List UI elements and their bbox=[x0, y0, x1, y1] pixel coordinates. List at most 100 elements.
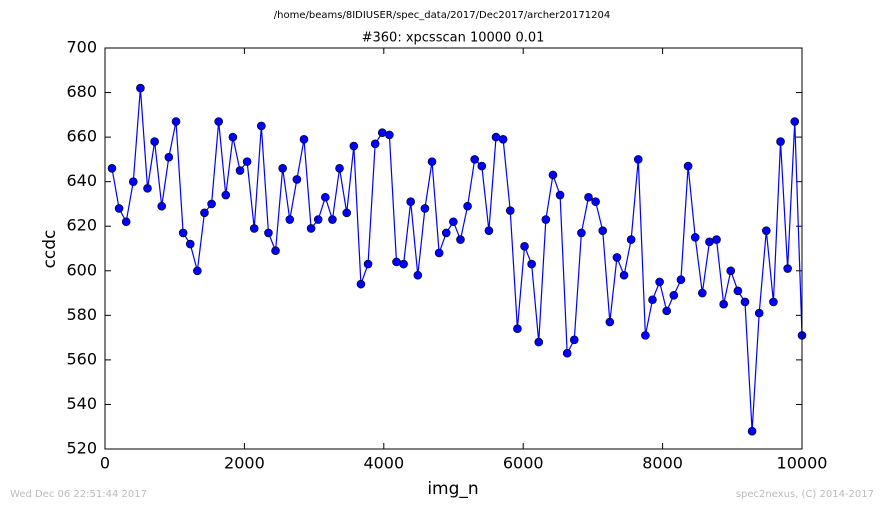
data-point bbox=[584, 192, 593, 202]
data-point bbox=[399, 259, 408, 269]
data-point bbox=[541, 215, 551, 224]
data-point bbox=[321, 192, 330, 202]
data-point bbox=[484, 226, 494, 235]
data-point bbox=[299, 135, 309, 144]
data-point bbox=[271, 246, 280, 256]
data-point bbox=[328, 215, 337, 224]
data-point bbox=[128, 177, 138, 186]
y-tick-label: 680 bbox=[66, 82, 97, 101]
data-point bbox=[306, 224, 316, 233]
data-point bbox=[178, 228, 188, 238]
data-point bbox=[754, 308, 764, 318]
data-point bbox=[655, 277, 664, 287]
data-point bbox=[228, 132, 238, 142]
x-tick-label: 10000 bbox=[777, 454, 828, 473]
data-point bbox=[498, 135, 508, 144]
data-point bbox=[193, 266, 202, 276]
y-tick-label: 580 bbox=[66, 305, 97, 324]
y-tick-label: 620 bbox=[66, 216, 97, 235]
data-point bbox=[698, 288, 707, 298]
data-point bbox=[726, 266, 736, 276]
data-point bbox=[683, 161, 693, 171]
data-point bbox=[349, 141, 359, 151]
data-point bbox=[427, 157, 437, 166]
data-point bbox=[577, 228, 586, 238]
data-point bbox=[264, 228, 273, 238]
data-point bbox=[278, 164, 287, 173]
data-point bbox=[605, 317, 615, 327]
data-point bbox=[356, 279, 366, 289]
data-point bbox=[776, 137, 785, 146]
data-point bbox=[733, 286, 743, 296]
data-point bbox=[477, 161, 487, 171]
data-point bbox=[690, 233, 700, 242]
data-point bbox=[370, 139, 380, 149]
data-point bbox=[313, 215, 323, 224]
data-point bbox=[420, 204, 430, 213]
data-point bbox=[221, 190, 231, 200]
data-point bbox=[406, 197, 416, 207]
data-point bbox=[747, 426, 757, 436]
data-point bbox=[441, 228, 451, 238]
data-point bbox=[200, 208, 209, 218]
data-point bbox=[107, 164, 117, 173]
data-point bbox=[491, 132, 501, 142]
data-point bbox=[520, 241, 529, 251]
data-point bbox=[676, 275, 686, 284]
data-point bbox=[413, 270, 423, 280]
data-point bbox=[114, 204, 124, 213]
footer-right: spec2nexus, (C) 2014-2017 bbox=[736, 489, 874, 500]
data-point bbox=[619, 270, 629, 280]
y-tick-label: 640 bbox=[66, 171, 97, 190]
data-point bbox=[157, 201, 167, 211]
data-point bbox=[434, 248, 444, 258]
data-point bbox=[505, 206, 515, 215]
chart-title: /home/beams/8IDIUSER/spec_data/2017/Dec2… bbox=[274, 10, 610, 21]
data-point bbox=[143, 184, 152, 193]
data-point bbox=[456, 235, 465, 244]
x-tick-label: 4000 bbox=[363, 454, 404, 473]
data-point bbox=[648, 295, 657, 305]
y-tick-label: 700 bbox=[66, 38, 97, 57]
x-tick-label: 8000 bbox=[642, 454, 683, 473]
data-point bbox=[662, 306, 672, 316]
data-point bbox=[548, 170, 558, 180]
y-tick-label: 560 bbox=[66, 349, 97, 368]
data-point bbox=[136, 83, 145, 93]
data-point bbox=[121, 217, 131, 227]
data-point bbox=[249, 224, 259, 233]
data-point bbox=[235, 166, 245, 175]
data-point bbox=[363, 259, 373, 269]
y-tick-label: 600 bbox=[66, 260, 97, 279]
chart-subtitle: #360: xpcsscan 10000 0.01 bbox=[362, 31, 545, 46]
data-point bbox=[392, 257, 401, 267]
data-point bbox=[591, 197, 600, 207]
data-point bbox=[712, 235, 721, 244]
data-point bbox=[214, 117, 223, 126]
data-point bbox=[207, 199, 216, 209]
data-point bbox=[569, 335, 579, 345]
data-point bbox=[513, 324, 522, 334]
data-point bbox=[527, 259, 536, 269]
data-point bbox=[562, 348, 572, 358]
data-point bbox=[626, 235, 636, 244]
data-point bbox=[342, 208, 352, 218]
data-point bbox=[719, 299, 728, 309]
y-tick-label: 540 bbox=[66, 394, 97, 413]
data-point bbox=[385, 130, 394, 140]
data-point bbox=[769, 297, 778, 307]
data-point bbox=[292, 175, 302, 184]
plot-frame bbox=[104, 47, 803, 450]
data-point bbox=[150, 137, 159, 146]
data-point bbox=[242, 157, 252, 166]
y-tick-label: 520 bbox=[66, 439, 97, 458]
data-point bbox=[463, 201, 472, 211]
data-point bbox=[740, 297, 750, 307]
data-point bbox=[783, 264, 792, 273]
data-point bbox=[285, 215, 295, 224]
data-point bbox=[633, 155, 643, 164]
data-point bbox=[534, 337, 544, 347]
data-point bbox=[171, 117, 181, 126]
data-point bbox=[555, 190, 565, 200]
